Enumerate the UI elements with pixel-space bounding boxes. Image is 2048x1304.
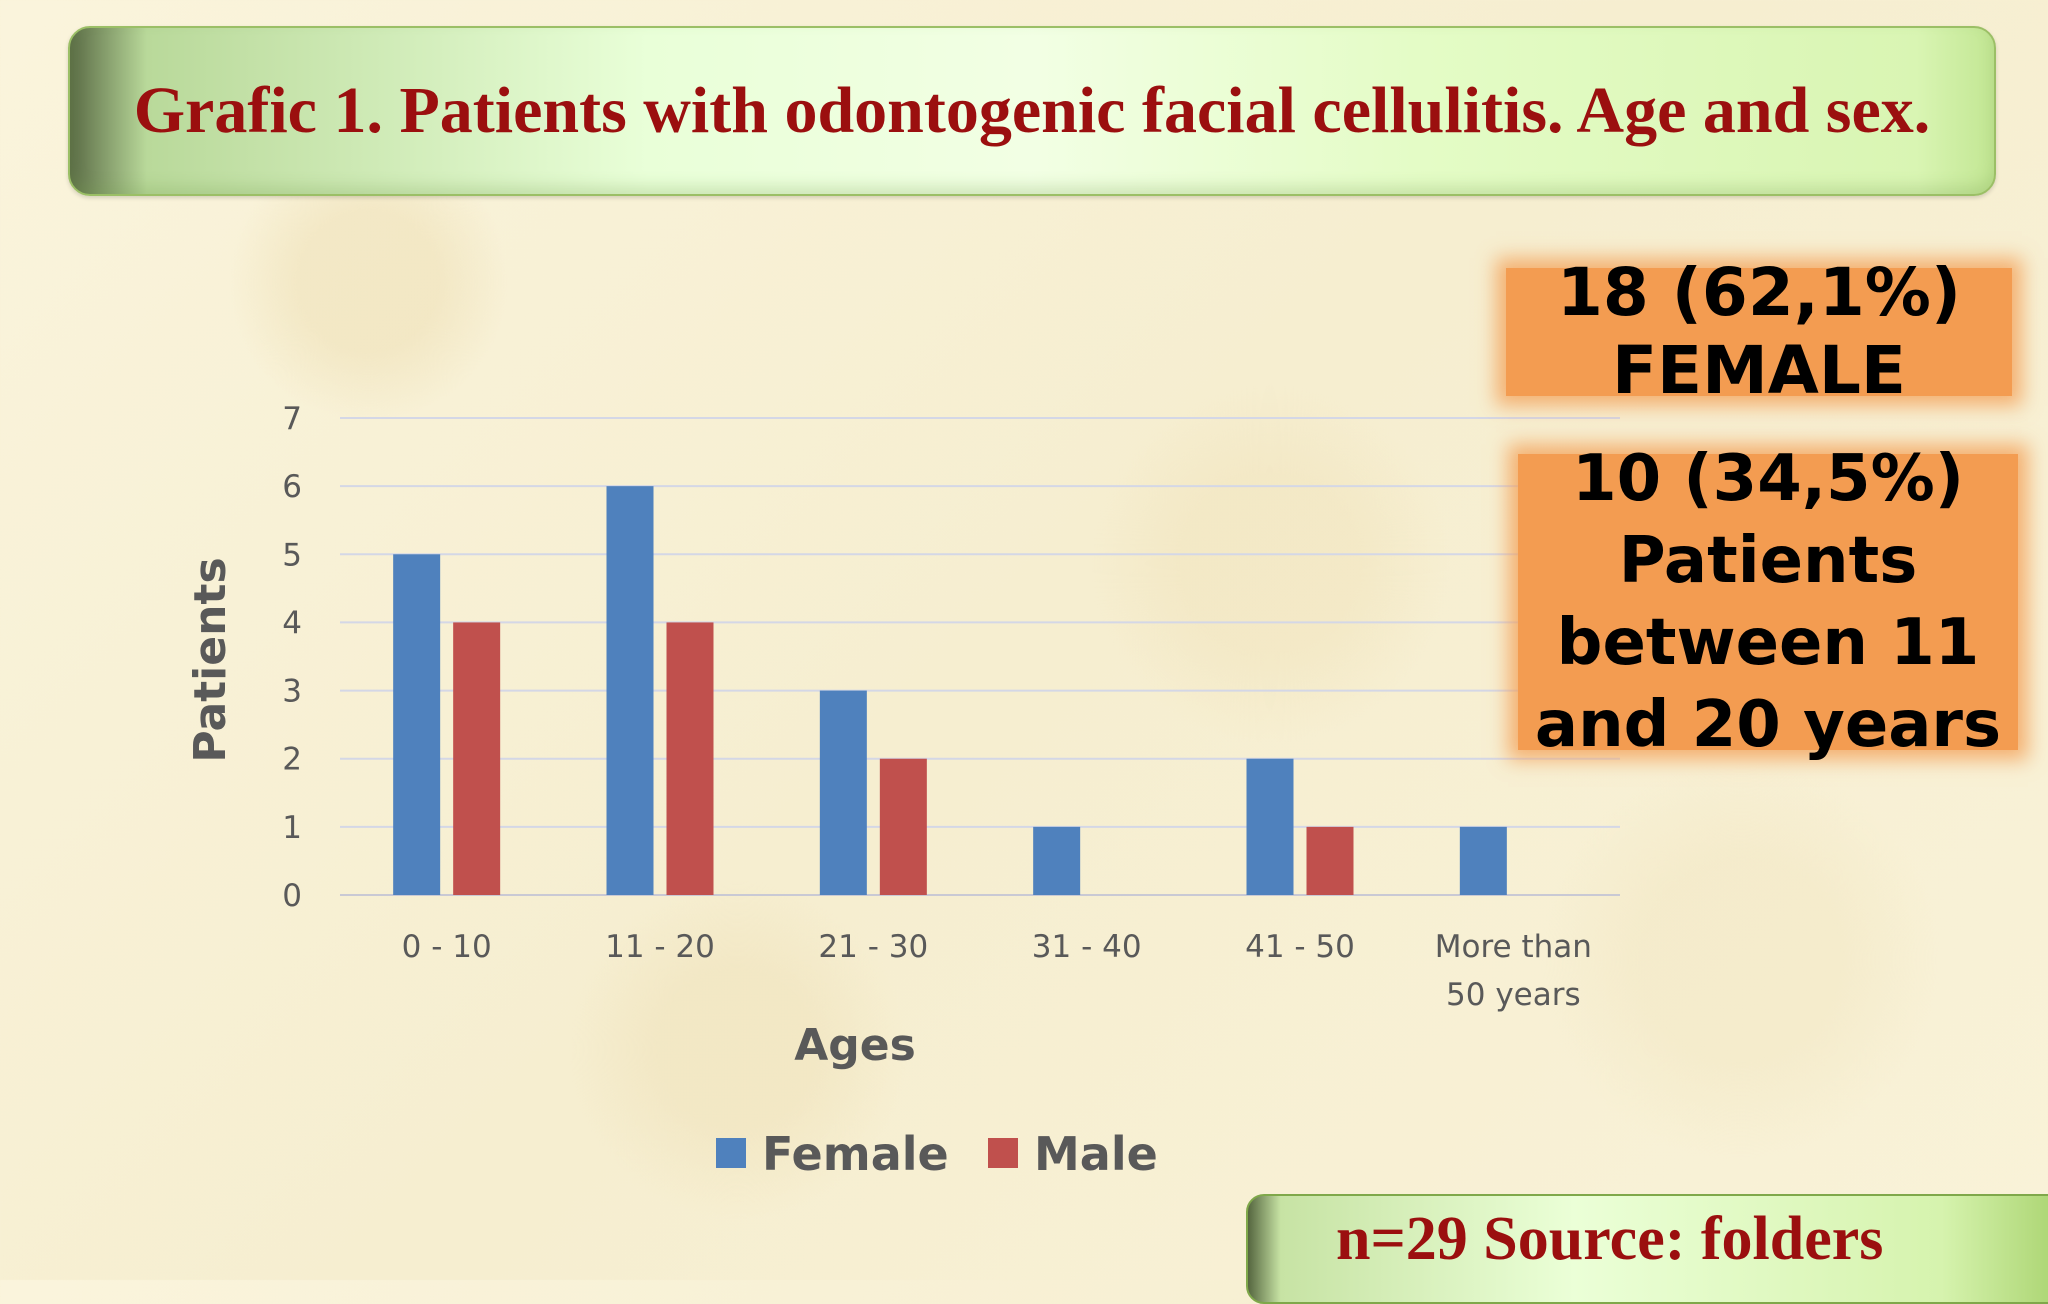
- age-summary-line-4: and 20 years: [1534, 688, 2002, 762]
- bar-female-2: [819, 690, 867, 895]
- bar-male-2: [879, 758, 927, 895]
- bar-male-1: [666, 622, 714, 895]
- bar-male-0: [453, 622, 501, 895]
- x-tick-label-1: 11 - 20: [605, 929, 715, 965]
- female-summary-count: 18 (62,1%): [1556, 254, 1962, 331]
- x-tick-label-2: 21 - 30: [818, 929, 928, 965]
- source-banner: n=29 Source: folders: [1246, 1194, 2048, 1304]
- x-tick-label-3: 31 - 40: [1032, 929, 1142, 965]
- slide-title: Grafic 1. Patients with odontogenic faci…: [133, 74, 1931, 147]
- x-axis-title: Ages: [794, 1020, 916, 1071]
- y-axis-title: Patients: [185, 557, 236, 762]
- y-tick-label-1: 1: [282, 810, 302, 846]
- legend-swatch-male: [988, 1138, 1018, 1168]
- bar-female-1: [606, 486, 654, 895]
- female-summary-callout: 18 (62,1%) FEMALE: [1506, 254, 2012, 409]
- bar-female-5: [1459, 826, 1507, 895]
- y-tick-label-3: 3: [282, 674, 302, 710]
- age-summary-count: 10 (34,5%): [1572, 442, 1964, 516]
- age-summary-callout: 10 (34,5%) Patients between 11 and 20 ye…: [1518, 442, 2018, 762]
- bar-male-4: [1306, 826, 1354, 895]
- x-tick-label-4: 41 - 50: [1245, 929, 1355, 965]
- legend-swatch-female: [716, 1138, 746, 1168]
- age-summary-line-3: between 11: [1556, 606, 1980, 680]
- bar-female-4: [1246, 758, 1294, 895]
- age-summary-line-2: Patients: [1618, 524, 1918, 598]
- y-tick-label-0: 0: [282, 878, 302, 914]
- title-banner: Grafic 1. Patients with odontogenic faci…: [68, 26, 1996, 196]
- legend-label-male: Male: [1034, 1127, 1158, 1181]
- y-tick-label-5: 5: [282, 537, 302, 573]
- y-tick-label-6: 6: [282, 469, 302, 505]
- source-note: n=29 Source: folders: [1336, 1205, 1884, 1273]
- legend-label-female: Female: [762, 1127, 949, 1181]
- x-tick-label-0: 0 - 10: [402, 929, 492, 965]
- y-tick-label-7: 7: [282, 401, 302, 437]
- y-tick-label-4: 4: [282, 605, 302, 641]
- x-tick-label-5-line-0: More than: [1435, 929, 1592, 965]
- x-tick-label-5-line-1: 50 years: [1446, 977, 1581, 1013]
- bar-female-0: [393, 554, 441, 895]
- female-summary-label: FEMALE: [1611, 332, 1907, 409]
- y-tick-label-2: 2: [282, 742, 302, 778]
- bar-female-3: [1033, 826, 1081, 895]
